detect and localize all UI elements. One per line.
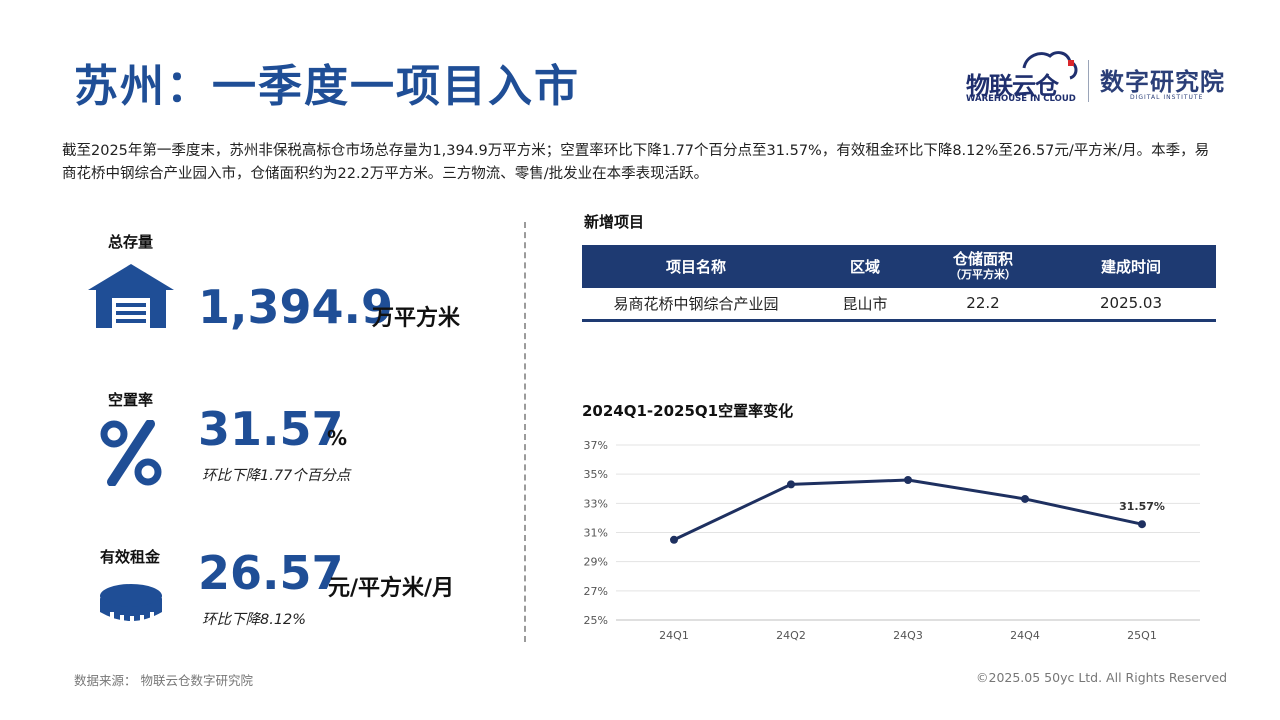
vacancy-line-chart: 37% 35% 33% 31% 29% 27% 25% 24Q1 24Q2 24Q3 24Q4 25Q… (584, 439, 1200, 642)
vacancy-label: 空置率 (108, 391, 154, 409)
table-row: 易商花桥中钢综合产业园 昆山市 22.2 2025.03 (582, 288, 1216, 322)
data-point (1021, 494, 1029, 503)
header-region: 区域 (810, 245, 920, 288)
rent-note: 环比下降8.12% (202, 612, 307, 628)
data-source: 数据来源： 物联云仓数字研究院 (74, 673, 253, 688)
chart-title: 2024Q1-2025Q1空置率变化 (582, 402, 794, 420)
data-point (787, 480, 795, 489)
y-tick-label: 35% (584, 468, 608, 481)
header-project-name: 项目名称 (582, 245, 810, 288)
logo-cn-text: 物联云仓 (966, 72, 1059, 100)
copyright: ©2025.05 50yc Ltd. All Rights Reserved (976, 670, 1228, 685)
header-area: 仓储面积 （万平方米） (920, 245, 1046, 288)
x-tick-label: 24Q2 (776, 629, 806, 642)
summary-text: 截至2025年第一季度末，苏州非保税高标仓市场总存量为1,394.9万平方米；空… (62, 143, 1210, 182)
y-tick-label: 31% (584, 527, 608, 540)
projects-table: 项目名称 区域 仓储面积 （万平方米） 建成时间 易商花桥中钢综合产业园 昆山市… (582, 245, 1216, 322)
rent-label: 有效租金 (100, 548, 161, 566)
header-area-label: 仓储面积 (952, 249, 1013, 268)
vacancy-note: 环比下降1.77个百分点 (202, 468, 351, 484)
logo-en-text: WAREHOUSE IN CLOUD (966, 94, 1076, 104)
brand-logo: 物联云仓 WAREHOUSE IN CLOUD 数字研究院 DIGITAL IN… (964, 48, 1224, 108)
vacancy-value: 31.57 (198, 402, 344, 456)
y-tick-label: 25% (584, 614, 608, 627)
y-tick-label: 29% (584, 556, 608, 569)
x-tick-label: 24Q3 (893, 629, 923, 642)
cell-date: 2025.03 (1046, 288, 1216, 322)
stock-label: 总存量 (108, 233, 154, 251)
projects-title: 新增项目 (584, 213, 645, 231)
logo-divider (1088, 60, 1089, 102)
coin-icon (100, 584, 162, 624)
logo-institute-text: 数字研究院 (1100, 68, 1225, 96)
series-line (673, 478, 1143, 542)
y-tick-label: 27% (584, 585, 608, 598)
stock-unit: 万平方米 (372, 306, 461, 331)
warehouse-icon (88, 264, 174, 328)
rent-value: 26.57 (198, 546, 344, 600)
data-point (670, 535, 678, 544)
header-date: 建成时间 (1046, 245, 1216, 288)
stock-value: 1,394.9 (198, 280, 393, 334)
page-title: 苏州：一季度一项目入市 (74, 61, 580, 112)
rent-unit: 元/平方米/月 (328, 576, 455, 601)
data-label: 31.57% (1119, 500, 1165, 513)
projects-table-header: 项目名称 区域 仓储面积 （万平方米） 建成时间 (582, 245, 1216, 288)
y-tick-label: 37% (584, 439, 608, 452)
cell-project-name: 易商花桥中钢综合产业园 (582, 288, 810, 322)
y-tick-label: 33% (584, 497, 608, 510)
cell-area: 22.2 (920, 288, 1046, 322)
vacancy-unit: % (327, 426, 348, 450)
cell-region: 昆山市 (810, 288, 920, 322)
data-point (1138, 520, 1146, 529)
header-area-unit: （万平方米） (950, 267, 1016, 281)
logo-institute-en-text: DIGITAL INSTITUTE (1130, 94, 1204, 101)
data-point (904, 476, 912, 484)
x-tick-label: 24Q4 (1010, 629, 1040, 642)
x-tick-label: 25Q1 (1127, 629, 1157, 642)
x-tick-label: 24Q1 (659, 629, 689, 642)
column-divider (524, 222, 526, 642)
cloud-logo-icon (1022, 51, 1078, 80)
percent-icon (100, 420, 162, 486)
